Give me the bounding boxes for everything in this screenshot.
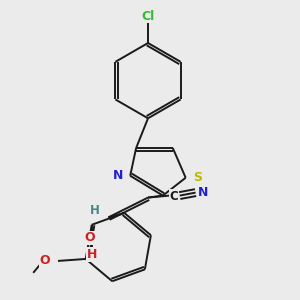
Text: C: C [169,190,178,203]
Text: O: O [84,231,95,244]
Text: H: H [86,248,97,261]
Text: O: O [39,254,50,267]
Text: H: H [90,204,100,217]
Text: N: N [113,169,124,182]
Text: N: N [198,186,209,199]
Text: S: S [193,171,202,184]
Text: Cl: Cl [141,10,154,23]
